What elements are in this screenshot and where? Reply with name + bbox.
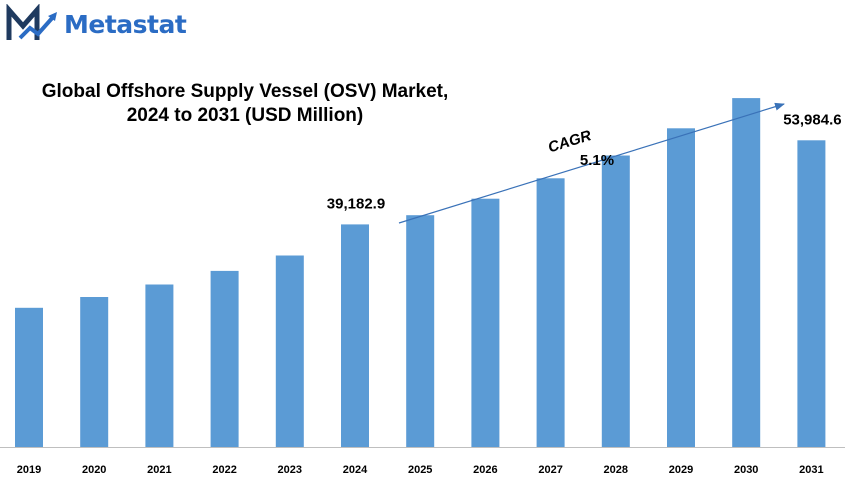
x-tick-label-2028: 2028	[604, 464, 628, 476]
x-tick-label-2029: 2029	[669, 464, 693, 476]
x-tick-label-2019: 2019	[17, 464, 41, 476]
x-tick-labels: 2019 2020 2021 2022 2023 2024 2025 2026 2027 2028…	[17, 464, 824, 476]
bar-2023	[275, 255, 304, 447]
bar-2027	[536, 178, 565, 448]
bar-2028	[601, 155, 630, 447]
cagr-value: 5.1%	[580, 152, 614, 169]
bar-2031	[797, 140, 826, 448]
bars-group	[15, 98, 826, 448]
x-tick-label-2025: 2025	[408, 464, 432, 476]
bar-2021	[145, 284, 174, 447]
bar-2019	[15, 307, 43, 447]
x-tick-label-2020: 2020	[82, 464, 106, 476]
bar-2029	[667, 128, 695, 448]
chart-title: Global Offshore Supply Vessel (OSV) Mark…	[30, 80, 460, 128]
brand-name: Metastat	[64, 9, 187, 39]
brand-logo: Metastat	[6, 4, 187, 44]
chart-title-line-2: 2024 to 2031 (USD Million)	[126, 105, 364, 126]
x-tick-label-2022: 2022	[212, 464, 236, 476]
x-tick-label-2021: 2021	[147, 464, 171, 476]
bar-2020	[80, 297, 109, 447]
bar-2022	[210, 270, 239, 447]
x-tick-label-2030: 2030	[734, 464, 758, 476]
x-tick-label-2027: 2027	[538, 464, 562, 476]
bar-2026	[471, 198, 500, 447]
x-tick-label-2024: 2024	[343, 464, 368, 476]
cagr-arrow	[398, 102, 785, 224]
data-label-2031: 53,984.6	[783, 111, 841, 128]
bar-2025	[406, 215, 435, 447]
x-tick-label-2031: 2031	[799, 464, 823, 476]
data-labels: 39,182.9 53,984.6	[327, 111, 842, 212]
x-tick-label-2023: 2023	[278, 464, 302, 476]
data-label-2024: 39,182.9	[327, 195, 385, 212]
x-tick-label-2026: 2026	[473, 464, 497, 476]
bar-2030	[732, 98, 761, 447]
metastat-logo-icon	[6, 4, 57, 40]
bar-2024	[341, 224, 369, 447]
chart-title-line-1: Global Offshore Supply Vessel (OSV) Mark…	[41, 81, 449, 102]
